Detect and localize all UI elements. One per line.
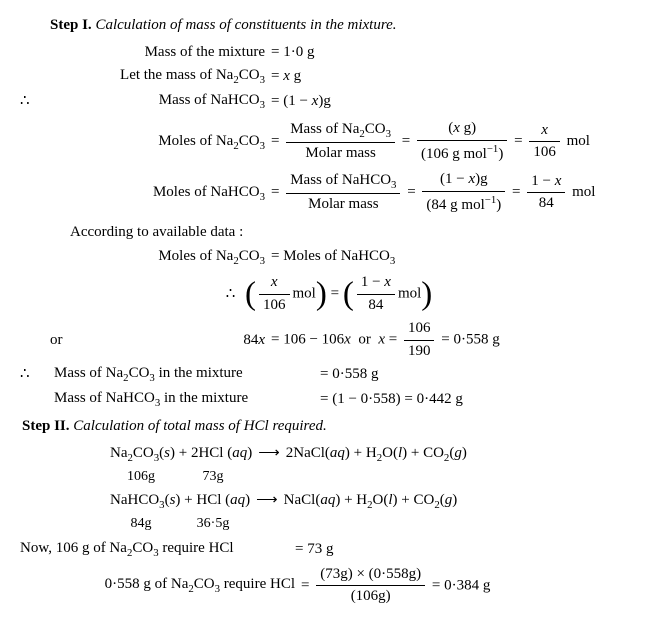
step2-heading: Step II. Calculation of total mass of HC… — [22, 415, 638, 438]
mass-na-label: Let the mass of Na2CO3 — [50, 64, 271, 88]
step2-label: Step II. — [22, 418, 70, 434]
now-val: = 73 g — [295, 538, 333, 561]
mass-nb-label: Mass of NaHCO3 — [50, 89, 271, 113]
mass-na-val: = x g — [271, 65, 301, 88]
or-line: or 84x = 106 − 106x or x = 106190 = 0·55… — [20, 319, 638, 361]
mass-na-result: ∴ Mass of Na2CO3 in the mixture = 0·558 … — [20, 362, 638, 386]
mass-na-result-val: = 0·558 g — [320, 363, 378, 386]
reaction-1-mass: 106g 73g — [110, 466, 638, 487]
mass-na-result-label: Mass of Na2CO3 in the mixture — [50, 362, 320, 386]
therefore-1: ∴ — [20, 90, 50, 113]
reaction-2-mass: 84g 36·5g — [110, 513, 638, 534]
now-label: Now, 106 g of Na2CO3 require HCl — [20, 537, 295, 561]
line-mass-na2co3: Let the mass of Na2CO3 = x g — [20, 64, 638, 88]
moles-nb-eq: = Mass of NaHCO3Molar mass = (1 − x)g(84… — [271, 170, 595, 215]
mass-mixture-val: = 1·0 g — [271, 41, 314, 64]
step1-desc: Calculation of mass of constituents in t… — [95, 17, 396, 33]
or-rhs: = 106 − 106x or x = 106190 = 0·558 g — [271, 319, 500, 361]
or-label: or — [50, 329, 80, 352]
mass-nb-result: Mass of NaHCO3 in the mixture = (1 − 0·5… — [20, 387, 638, 411]
final-label: 0·558 g of Na2CO3 require HCl — [20, 573, 301, 597]
reaction-2: NaHCO3(s) + HCl (aq)⟶NaCl(aq) + H2O(l) +… — [110, 489, 638, 513]
reaction-1: Na2CO3(s) + 2HCl (aq)⟶2NaCl(aq) + H2O(l)… — [110, 442, 638, 466]
according-text: According to available data : — [70, 221, 638, 244]
equal-moles-line: Moles of Na2CO3 = Moles of NaHCO3 — [20, 245, 638, 269]
mass-nb-result-val: = (1 − 0·558) = 0·442 g — [320, 388, 463, 411]
step1-heading: Step I. Calculation of mass of constitue… — [50, 14, 638, 37]
equal-val: = Moles of NaHCO3 — [271, 245, 395, 269]
final-line: 0·558 g of Na2CO3 require HCl = (73g) × … — [20, 565, 638, 607]
now-line: Now, 106 g of Na2CO3 require HCl = 73 g — [20, 537, 638, 561]
moles-nb-label: Moles of NaHCO3 — [50, 181, 271, 205]
moles-na-label: Moles of Na2CO3 — [50, 130, 271, 154]
step1-label: Step I. — [50, 17, 92, 33]
moles-na-eq: = Mass of Na2CO3Molar mass = (x g)(106 g… — [271, 119, 590, 164]
step2-desc: Calculation of total mass of HCl require… — [73, 418, 326, 434]
or-lhs: 84x — [80, 329, 271, 352]
equal-label: Moles of Na2CO3 — [50, 245, 271, 269]
paren-equation: ∴ (x106mol) = (1 − x84mol) — [20, 273, 638, 315]
mass-nb-val: = (1 − x)g — [271, 90, 331, 113]
line-mass-nahco3: ∴ Mass of NaHCO3 = (1 − x)g — [20, 89, 638, 113]
therefore-2: ∴ — [20, 363, 50, 386]
mass-mixture-label: Mass of the mixture — [50, 41, 271, 64]
moles-na-line: Moles of Na2CO3 = Mass of Na2CO3Molar ma… — [20, 119, 638, 164]
mass-nb-result-label: Mass of NaHCO3 in the mixture — [50, 387, 320, 411]
moles-nb-line: Moles of NaHCO3 = Mass of NaHCO3Molar ma… — [20, 170, 638, 215]
line-mass-mixture: Mass of the mixture = 1·0 g — [20, 41, 638, 64]
final-eq: = (73g) × (0·558g)(106g) = 0·384 g — [301, 565, 490, 607]
